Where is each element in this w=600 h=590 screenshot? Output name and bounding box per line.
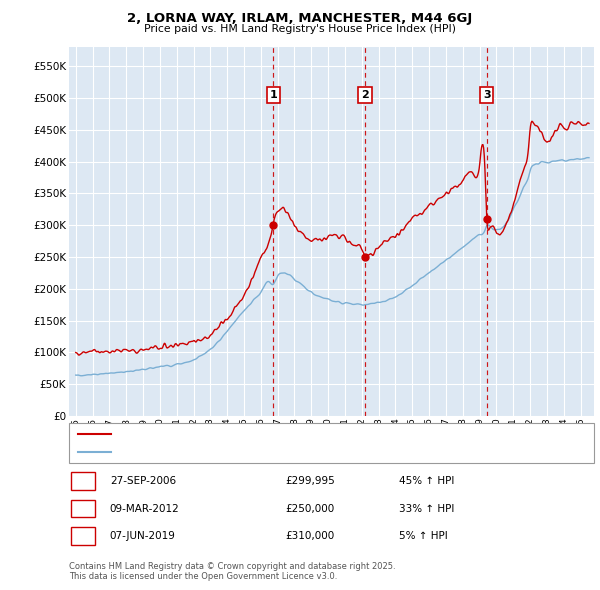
Text: £250,000: £250,000 — [285, 504, 334, 513]
Text: 3: 3 — [483, 90, 491, 100]
Text: 45% ↑ HPI: 45% ↑ HPI — [399, 476, 454, 486]
Text: 2, LORNA WAY, IRLAM, MANCHESTER, M44 6GJ: 2, LORNA WAY, IRLAM, MANCHESTER, M44 6GJ — [127, 12, 473, 25]
Text: £310,000: £310,000 — [285, 532, 334, 541]
Text: Contains HM Land Registry data © Crown copyright and database right 2025.
This d: Contains HM Land Registry data © Crown c… — [69, 562, 395, 581]
Text: 2: 2 — [361, 90, 369, 100]
Text: HPI: Average price, detached house, Salford: HPI: Average price, detached house, Salf… — [117, 447, 337, 457]
Text: 2: 2 — [79, 504, 86, 513]
Text: 27-SEP-2006: 27-SEP-2006 — [110, 476, 176, 486]
Text: £299,995: £299,995 — [285, 476, 335, 486]
Text: 33% ↑ HPI: 33% ↑ HPI — [399, 504, 454, 513]
Text: 5% ↑ HPI: 5% ↑ HPI — [399, 532, 448, 541]
Text: 07-JUN-2019: 07-JUN-2019 — [110, 532, 176, 541]
Text: 09-MAR-2012: 09-MAR-2012 — [110, 504, 179, 513]
Text: 3: 3 — [79, 532, 86, 541]
Text: 2, LORNA WAY, IRLAM, MANCHESTER, M44 6GJ (detached house): 2, LORNA WAY, IRLAM, MANCHESTER, M44 6GJ… — [117, 430, 439, 440]
Text: 1: 1 — [269, 90, 277, 100]
Text: Price paid vs. HM Land Registry's House Price Index (HPI): Price paid vs. HM Land Registry's House … — [144, 24, 456, 34]
Text: 1: 1 — [79, 476, 86, 486]
